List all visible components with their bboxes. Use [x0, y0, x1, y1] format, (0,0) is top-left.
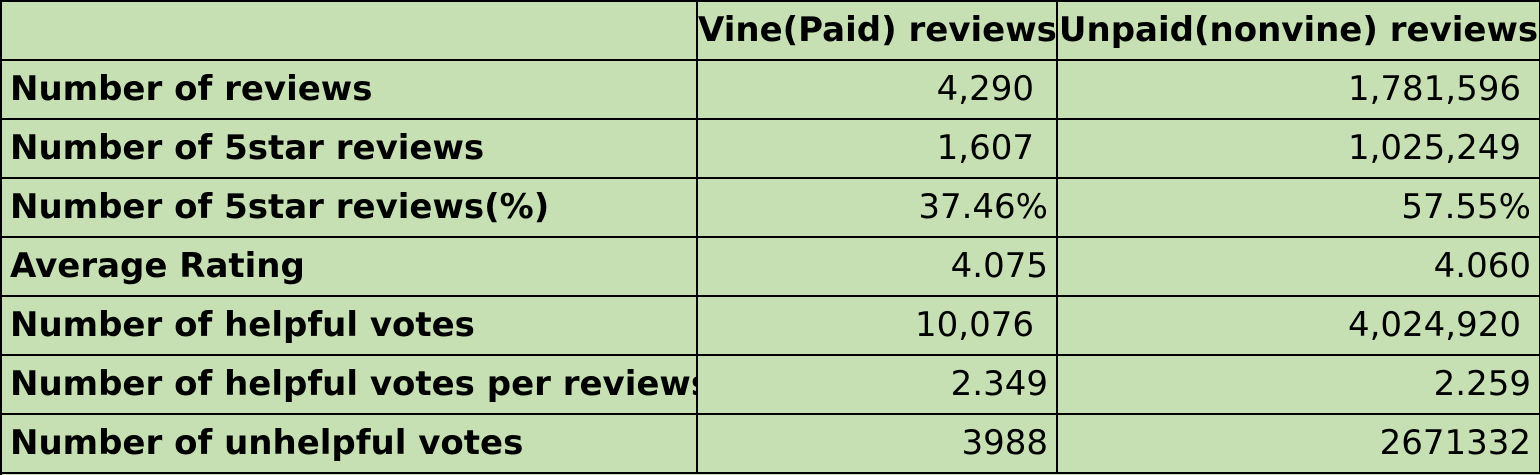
- unpaid-value-cell[interactable]: 57.55%: [1056, 177, 1540, 238]
- unpaid-value-cell[interactable]: 2671332: [1056, 413, 1540, 474]
- vine-value-cell[interactable]: 4,290: [696, 59, 1058, 120]
- unpaid-value-cell[interactable]: 4,024,920: [1056, 295, 1540, 356]
- table-row: Number of helpful votes per reviews 2.34…: [2, 354, 1540, 415]
- row-label-cell[interactable]: Average Rating: [2, 236, 698, 297]
- table-row: Number of unhelpful votes 3988 2671332: [2, 413, 1540, 474]
- table-row: Number of 5star reviews 1,607 1,025,249: [2, 118, 1540, 179]
- vine-value-cell[interactable]: 3988: [696, 413, 1058, 474]
- row-label-cell[interactable]: Number of unhelpful votes: [2, 413, 698, 474]
- table-row: Number of 5star reviews(%) 37.46% 57.55%: [2, 177, 1540, 238]
- header-blank-cell[interactable]: [2, 2, 698, 61]
- header-row: Vine(Paid) reviews Unpaid(nonvine) revie…: [2, 2, 1540, 61]
- vine-value-cell[interactable]: 2.349: [696, 354, 1058, 415]
- unpaid-value-cell[interactable]: 1,025,249: [1056, 118, 1540, 179]
- row-label-cell[interactable]: Number of helpful votes per reviews: [2, 354, 698, 415]
- vine-value-cell[interactable]: 10,076: [696, 295, 1058, 356]
- row-label-cell[interactable]: Number of 5star reviews: [2, 118, 698, 179]
- row-label-cell[interactable]: Number of reviews: [2, 59, 698, 120]
- header-unpaid-cell[interactable]: Unpaid(nonvine) reviews: [1056, 2, 1540, 61]
- table-row: Number of reviews 4,290 1,781,596: [2, 59, 1540, 120]
- header-vine-cell[interactable]: Vine(Paid) reviews: [696, 2, 1058, 61]
- table-row: Average Rating 4.075 4.060: [2, 236, 1540, 297]
- vine-value-cell[interactable]: 37.46%: [696, 177, 1058, 238]
- vine-value-cell[interactable]: 1,607: [696, 118, 1058, 179]
- vine-value-cell[interactable]: 4.075: [696, 236, 1058, 297]
- unpaid-value-cell[interactable]: 1,781,596: [1056, 59, 1540, 120]
- unpaid-value-cell[interactable]: 2.259: [1056, 354, 1540, 415]
- row-label-cell[interactable]: Number of 5star reviews(%): [2, 177, 698, 238]
- row-label-cell[interactable]: Number of helpful votes: [2, 295, 698, 356]
- unpaid-value-cell[interactable]: 4.060: [1056, 236, 1540, 297]
- table-row: Number of helpful votes 10,076 4,024,920: [2, 295, 1540, 356]
